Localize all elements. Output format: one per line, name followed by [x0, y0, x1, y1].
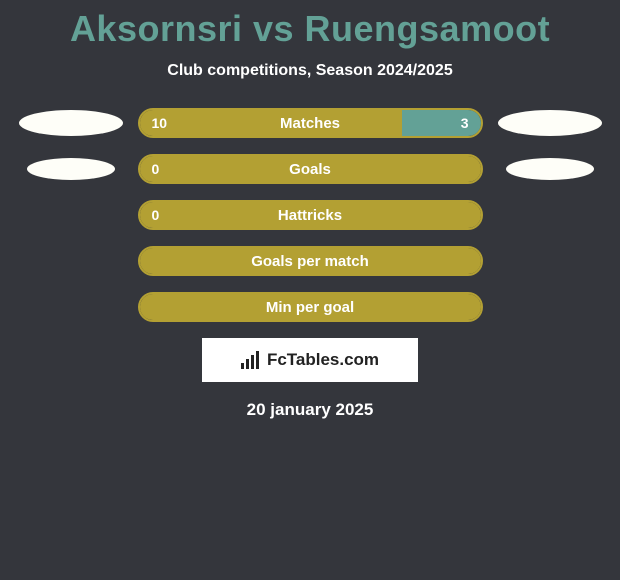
stat-row: 0Goals — [0, 154, 620, 184]
stat-row: Goals per match — [0, 246, 620, 276]
right-pill-slot — [495, 154, 605, 184]
stat-label: Hattricks — [140, 202, 481, 228]
player-right-pill — [506, 158, 594, 180]
left-pill-slot — [16, 108, 126, 138]
stat-row: 0Hattricks — [0, 200, 620, 230]
stat-label: Goals per match — [140, 248, 481, 274]
logo-text: FcTables.com — [267, 350, 379, 370]
stat-row: Min per goal — [0, 292, 620, 322]
player-right-pill — [498, 110, 602, 136]
right-pill-slot — [495, 200, 605, 230]
stat-row: 103Matches — [0, 108, 620, 138]
right-pill-slot — [495, 292, 605, 322]
stat-bar: 0Goals — [138, 154, 483, 184]
left-pill-slot — [16, 200, 126, 230]
left-pill-slot — [16, 292, 126, 322]
stat-label: Matches — [140, 110, 481, 136]
bars-icon — [241, 351, 263, 369]
logo-box: FcTables.com — [202, 338, 418, 382]
stat-bar: Goals per match — [138, 246, 483, 276]
page-title: Aksornsri vs Ruengsamoot — [0, 0, 620, 54]
logo: FcTables.com — [241, 350, 379, 370]
left-pill-slot — [16, 154, 126, 184]
player-left-pill — [27, 158, 115, 180]
player-left-pill — [19, 110, 123, 136]
date: 20 january 2025 — [0, 382, 620, 420]
stat-bar: 103Matches — [138, 108, 483, 138]
stat-label: Goals — [140, 156, 481, 182]
stat-label: Min per goal — [140, 294, 481, 320]
right-pill-slot — [495, 108, 605, 138]
right-pill-slot — [495, 246, 605, 276]
comparison-card: Aksornsri vs Ruengsamoot Club competitio… — [0, 0, 620, 420]
stat-bar: 0Hattricks — [138, 200, 483, 230]
stat-bar: Min per goal — [138, 292, 483, 322]
stat-rows: 103Matches 0Goals 0Hattricks Goals per matc… — [0, 108, 620, 322]
left-pill-slot — [16, 246, 126, 276]
subtitle: Club competitions, Season 2024/2025 — [0, 54, 620, 108]
